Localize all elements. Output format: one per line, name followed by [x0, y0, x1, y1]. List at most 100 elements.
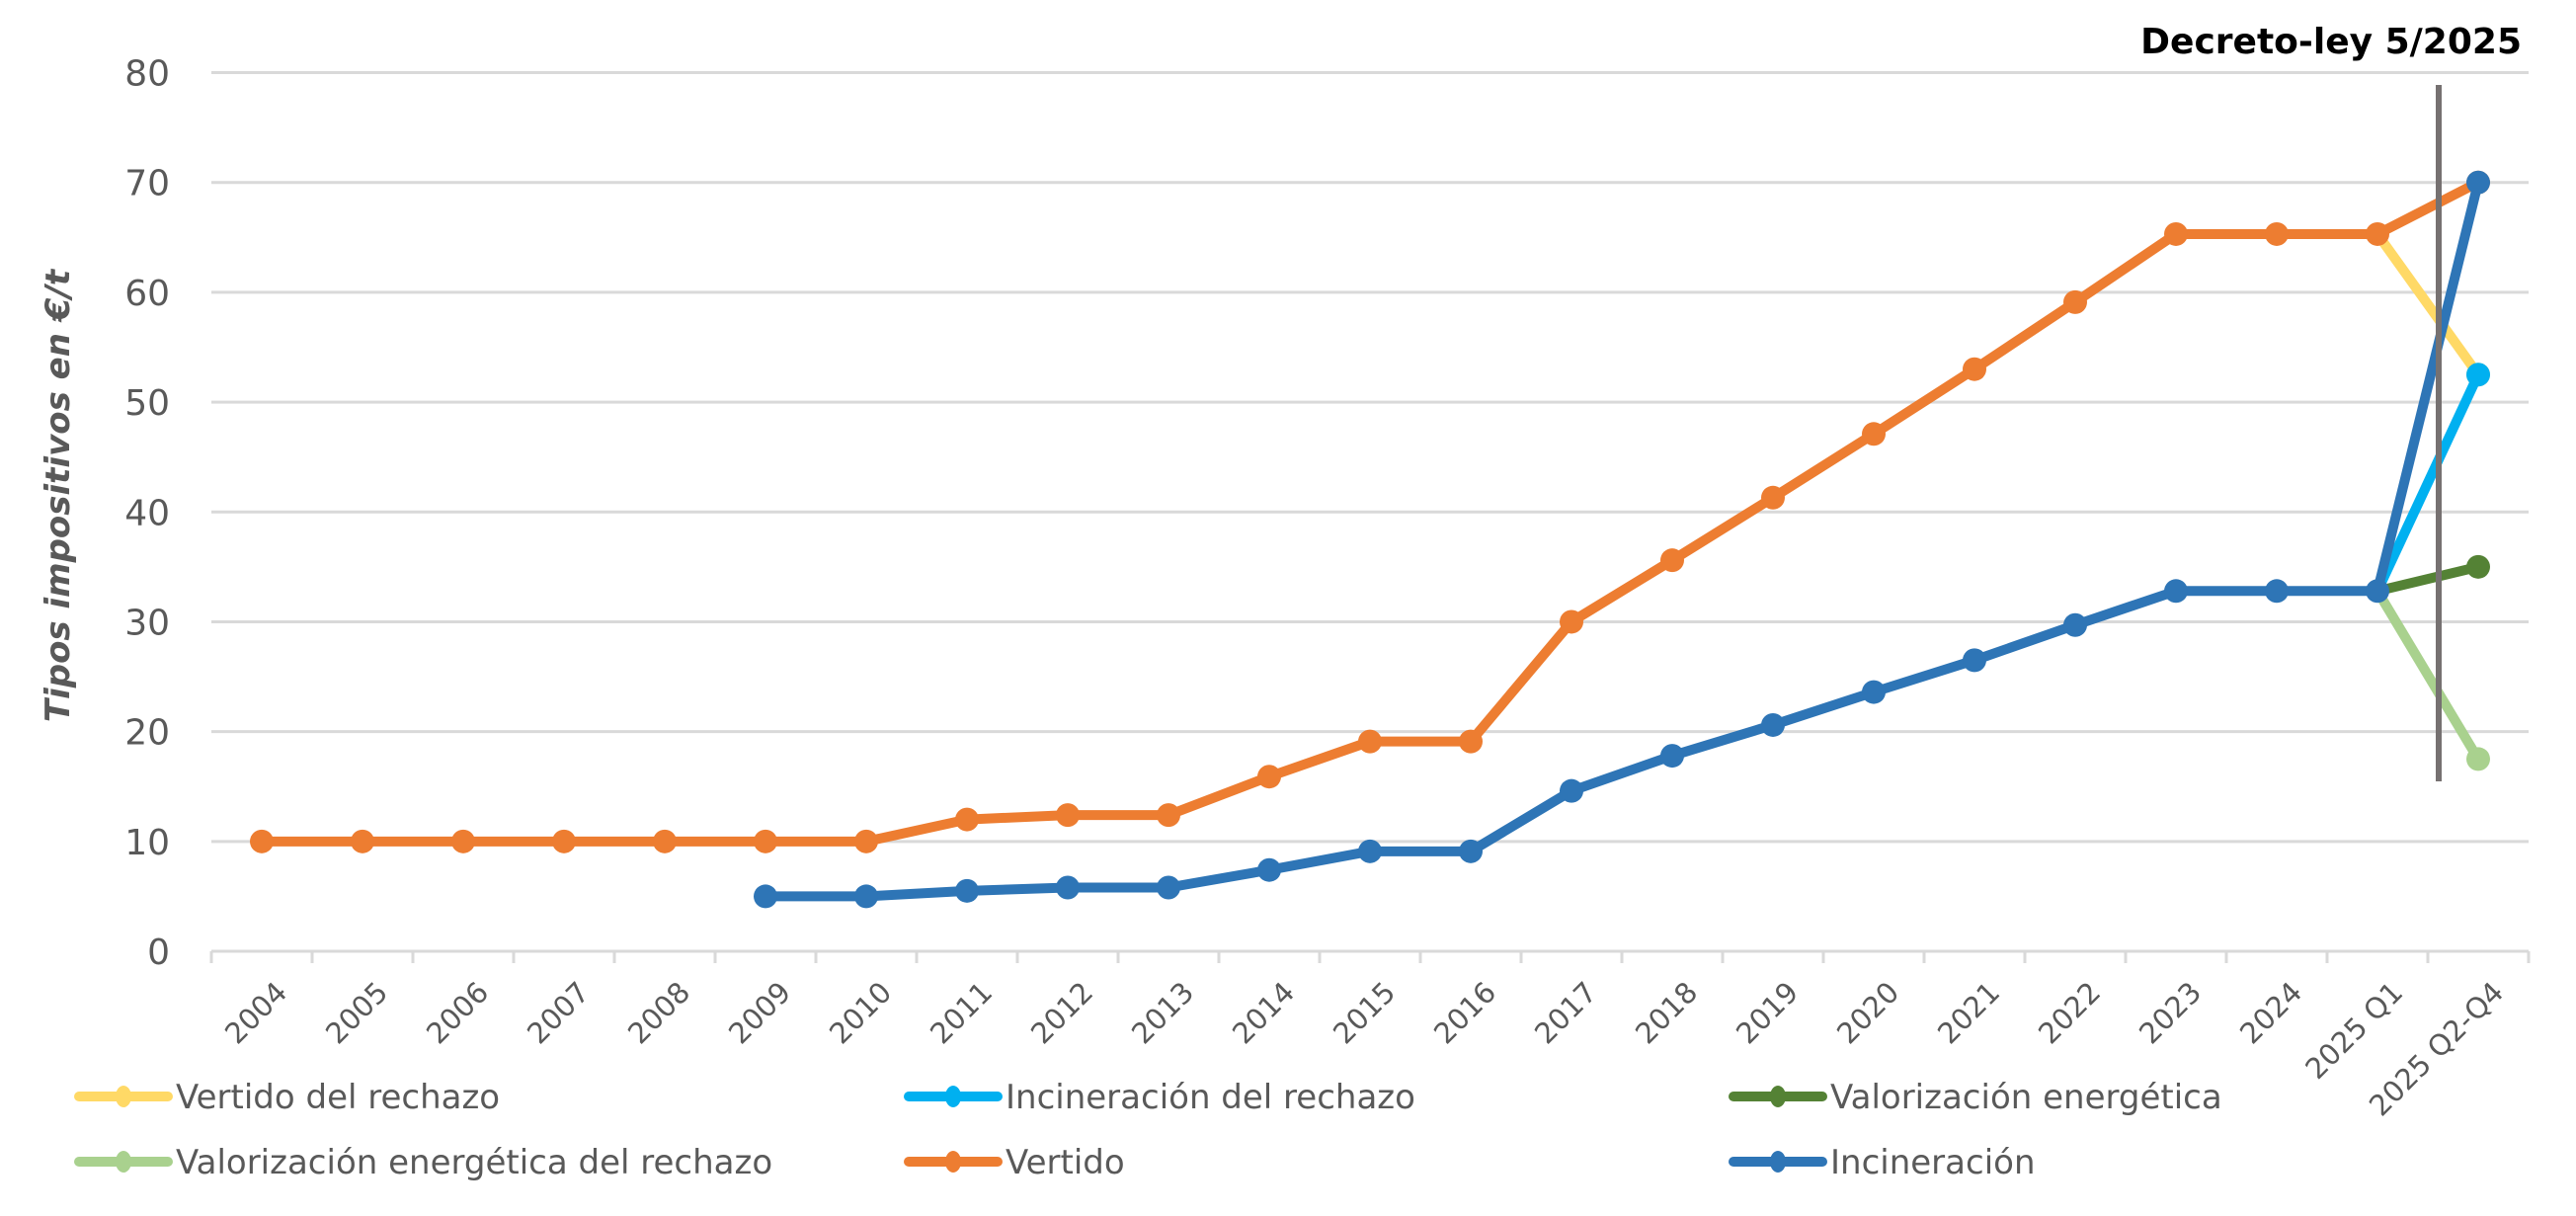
- data-point: [1257, 857, 1281, 882]
- series-line: [2373, 231, 2483, 378]
- x-tick-label: 2023: [2133, 975, 2208, 1050]
- data-point: [2466, 170, 2490, 195]
- x-tick-label: 2010: [823, 975, 898, 1050]
- x-tick-label: 2004: [218, 975, 293, 1050]
- data-point: [2265, 221, 2289, 246]
- data-point: [1862, 422, 1886, 446]
- x-tick-label: 2024: [2233, 975, 2308, 1050]
- data-point: [653, 829, 677, 853]
- legend-label: Incineración del rechazo: [1006, 1078, 1415, 1117]
- series-layer: [250, 170, 2490, 909]
- series-valorizaci-n-energ-tica-del-rechazo: [2373, 588, 2490, 771]
- data-point: [1963, 357, 1986, 381]
- data-point: [2466, 363, 2490, 387]
- x-tick-label: 2020: [1830, 975, 1905, 1050]
- y-tick-label: 80: [124, 54, 170, 95]
- x-tick-label: 2014: [1226, 975, 1301, 1050]
- y-tick-label: 60: [124, 274, 170, 314]
- data-point: [854, 884, 878, 909]
- y-tick-label: 40: [124, 493, 170, 533]
- x-tick-label: 2012: [1024, 975, 1099, 1050]
- y-tick-label: 30: [124, 603, 170, 643]
- series-line: [2373, 588, 2483, 762]
- data-point: [754, 884, 777, 909]
- y-tick-label: 50: [124, 383, 170, 424]
- y-tick-label: 20: [124, 713, 170, 754]
- data-point: [1056, 803, 1080, 828]
- legend-item: Incineración: [1729, 1143, 2036, 1182]
- legend-swatch-marker: [116, 1151, 131, 1173]
- legend-swatch-marker: [945, 1151, 961, 1173]
- data-point: [1257, 765, 1281, 789]
- legend-item: Vertido: [904, 1143, 1125, 1182]
- data-point: [1761, 485, 1785, 510]
- x-tick-label: 2011: [924, 975, 999, 1050]
- legend-swatch-marker: [1770, 1151, 1786, 1173]
- decree-annotation: Decreto-ley 5/2025: [2140, 22, 2522, 62]
- x-axis: [209, 949, 2531, 963]
- data-point: [1157, 875, 1180, 900]
- x-tick-label: 2007: [521, 975, 596, 1050]
- data-point: [754, 829, 777, 853]
- y-tick-label: 0: [147, 932, 170, 973]
- x-tick-label: 2008: [621, 975, 696, 1050]
- data-point: [451, 829, 475, 853]
- series-valorizaci-n-energ-tica: [2375, 554, 2490, 597]
- data-point: [1157, 803, 1180, 828]
- data-point: [1560, 609, 1583, 634]
- x-tick-label: 2018: [1629, 975, 1704, 1050]
- x-tick-label: 2006: [420, 975, 495, 1050]
- x-tick-label: 2016: [1427, 975, 1502, 1050]
- legend-label: Incineración: [1830, 1143, 2036, 1182]
- legend-item: Valorización energética del rechazo: [74, 1143, 772, 1182]
- data-point: [1459, 729, 1483, 754]
- series-line: [765, 181, 2483, 902]
- x-tick-label: 2017: [1528, 975, 1603, 1050]
- data-point: [955, 878, 979, 903]
- data-point: [1358, 729, 1382, 754]
- x-tick-label: 2019: [1730, 975, 1805, 1050]
- data-point: [552, 829, 576, 853]
- data-point: [2466, 747, 2490, 771]
- legend-label: Vertido: [1006, 1143, 1125, 1182]
- x-tick-label: 2005: [319, 975, 394, 1050]
- gridlines: [211, 71, 2529, 844]
- data-point: [250, 829, 274, 853]
- legend-swatch-marker: [1770, 1086, 1786, 1107]
- legend-label: Vertido del rechazo: [176, 1078, 500, 1117]
- series-line: [2375, 561, 2480, 597]
- series-incineraci-n: [754, 170, 2490, 909]
- data-point: [351, 829, 374, 853]
- y-tick-label: 70: [124, 164, 170, 204]
- legend: Vertido del rechazo Incineración del rech…: [74, 1078, 2222, 1182]
- series-line: [2373, 372, 2483, 594]
- legend-swatch-marker: [945, 1086, 961, 1107]
- series-incineraci-n-del-rechazo: [2373, 363, 2490, 594]
- data-point: [1660, 744, 1684, 769]
- y-axis-ticks: 0 10 20 30 40 50 60 70 80: [124, 54, 170, 974]
- data-point: [2063, 612, 2087, 637]
- data-point: [1862, 680, 1886, 704]
- data-point: [2164, 221, 2188, 246]
- x-tick-label: 2015: [1327, 975, 1402, 1050]
- data-point: [1761, 712, 1785, 737]
- x-tick-label: 2013: [1125, 975, 1200, 1050]
- legend-item: Valorización energética: [1729, 1078, 2222, 1117]
- data-point: [2265, 579, 2289, 604]
- data-point: [1560, 778, 1583, 803]
- x-tick-label: 2021: [1931, 975, 2006, 1050]
- data-point: [1660, 548, 1684, 573]
- data-point: [1358, 839, 1382, 863]
- data-point: [2366, 579, 2389, 604]
- legend-item: Vertido del rechazo: [74, 1078, 500, 1117]
- legend-item: Incineración del rechazo: [904, 1078, 1415, 1117]
- x-tick-label: 2009: [722, 975, 797, 1050]
- y-axis-title: Tipos impositivos en €/t: [39, 268, 78, 722]
- data-point: [854, 829, 878, 853]
- data-point: [2466, 554, 2490, 579]
- y-tick-label: 10: [124, 823, 170, 863]
- data-point: [2164, 579, 2188, 604]
- data-point: [2063, 289, 2087, 314]
- x-tick-label: 2022: [2032, 975, 2107, 1050]
